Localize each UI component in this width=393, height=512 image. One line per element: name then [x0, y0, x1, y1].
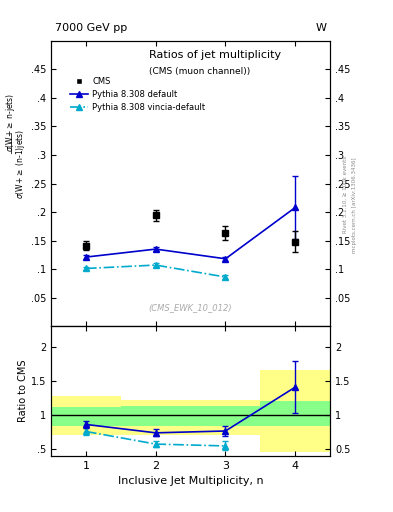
Text: Rivet 3.1.10, ≥ 100k events: Rivet 3.1.10, ≥ 100k events: [343, 156, 348, 233]
Text: $\sigma$(W+$\geq$ (n-1)jets): $\sigma$(W+$\geq$ (n-1)jets): [14, 129, 27, 199]
Text: $\sigma$(W+$\geq$ n-jets): $\sigma$(W+$\geq$ n-jets): [4, 93, 17, 153]
Text: Ratios of jet multiplicity: Ratios of jet multiplicity: [149, 50, 281, 59]
Y-axis label: Ratio to CMS: Ratio to CMS: [18, 359, 28, 422]
Text: W: W: [315, 23, 326, 33]
Legend: CMS, Pythia 8.308 default, Pythia 8.308 vincia-default: CMS, Pythia 8.308 default, Pythia 8.308 …: [66, 74, 209, 116]
Text: ─────: ─────: [10, 133, 16, 154]
Text: (CMS_EWK_10_012): (CMS_EWK_10_012): [149, 303, 232, 312]
Text: (CMS (muon channel)): (CMS (muon channel)): [149, 67, 250, 76]
Text: mcplots.cern.ch [arXiv:1306.3436]: mcplots.cern.ch [arXiv:1306.3436]: [352, 157, 357, 252]
Text: 7000 GeV pp: 7000 GeV pp: [55, 23, 127, 33]
X-axis label: Inclusive Jet Multiplicity, n: Inclusive Jet Multiplicity, n: [118, 476, 263, 486]
